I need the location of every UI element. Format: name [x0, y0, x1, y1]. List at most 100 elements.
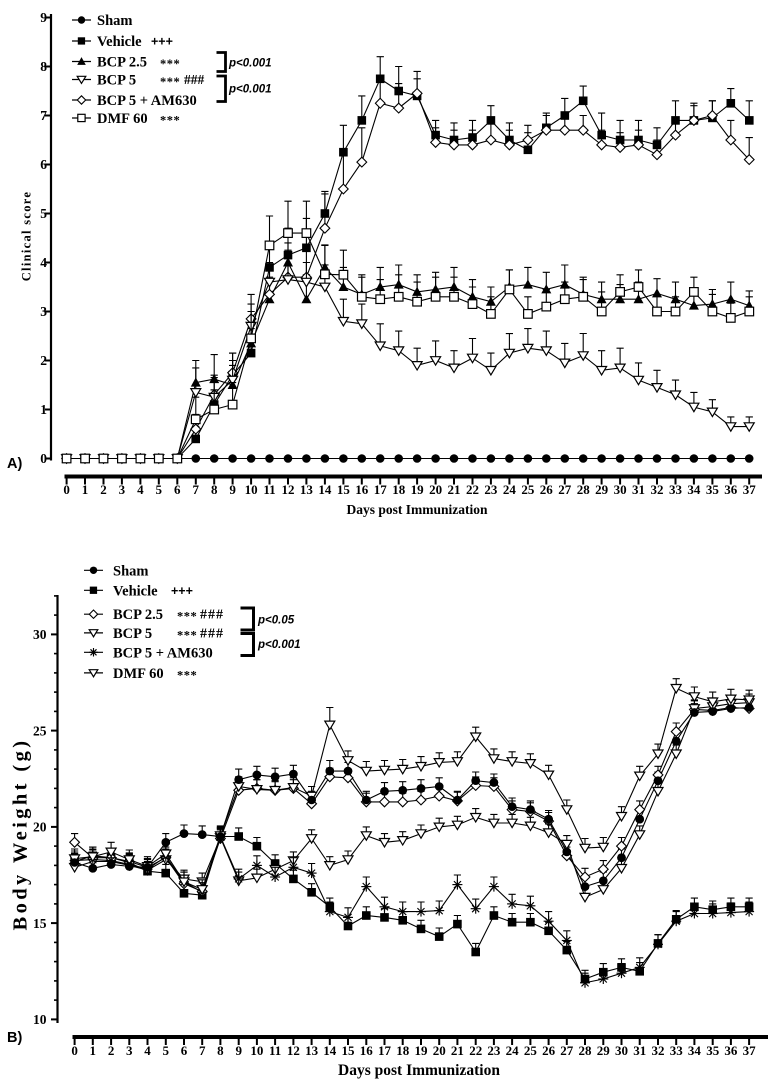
- svg-text:34: 34: [688, 1043, 702, 1058]
- svg-text:DMF 60: DMF 60: [113, 666, 164, 682]
- svg-text:+++: +++: [171, 584, 193, 598]
- svg-text:7: 7: [40, 108, 47, 123]
- svg-text:2: 2: [100, 482, 107, 497]
- svg-text:8: 8: [217, 1043, 224, 1058]
- svg-text:p<0.001: p<0.001: [228, 58, 272, 70]
- svg-text:5: 5: [163, 1043, 170, 1058]
- svg-text:***: ***: [160, 75, 180, 89]
- svg-text:5: 5: [40, 206, 47, 221]
- svg-text:7: 7: [193, 482, 200, 497]
- svg-text:2: 2: [40, 353, 47, 368]
- svg-text:Vehicle: Vehicle: [97, 34, 142, 50]
- svg-text:0: 0: [63, 482, 70, 497]
- svg-text:BCP 5: BCP 5: [113, 626, 152, 642]
- svg-text:Sham: Sham: [97, 13, 132, 29]
- svg-text:3: 3: [40, 304, 47, 319]
- svg-text:19: 19: [411, 482, 425, 497]
- svg-text:3: 3: [126, 1043, 133, 1058]
- svg-text:BCP 5 + AM630: BCP 5 + AM630: [97, 93, 197, 109]
- svg-text:26: 26: [542, 1043, 556, 1058]
- svg-text:30: 30: [615, 1043, 628, 1058]
- svg-text:15: 15: [33, 916, 47, 931]
- svg-text:###: ###: [200, 626, 224, 641]
- svg-text:17: 17: [374, 482, 388, 497]
- svg-text:21: 21: [451, 1043, 464, 1058]
- svg-text:1: 1: [82, 482, 89, 497]
- svg-text:BCP 5: BCP 5: [97, 73, 136, 89]
- svg-text:6: 6: [40, 157, 47, 172]
- svg-text:13: 13: [305, 1043, 319, 1058]
- svg-text:31: 31: [632, 482, 645, 497]
- svg-text:20: 20: [429, 482, 442, 497]
- svg-text:5: 5: [156, 482, 163, 497]
- svg-text:A): A): [7, 456, 22, 472]
- svg-text:***: ***: [160, 114, 180, 128]
- svg-text:20: 20: [433, 1043, 446, 1058]
- svg-text:14: 14: [318, 482, 332, 497]
- svg-text:15: 15: [342, 1043, 356, 1058]
- svg-text:18: 18: [396, 1043, 410, 1058]
- svg-text:22: 22: [466, 482, 479, 497]
- svg-text:30: 30: [614, 482, 627, 497]
- svg-text:p<0.001: p<0.001: [228, 84, 272, 96]
- svg-text:25: 25: [521, 482, 535, 497]
- svg-text:34: 34: [687, 482, 701, 497]
- svg-text:20: 20: [33, 820, 47, 835]
- svg-text:26: 26: [540, 482, 554, 497]
- svg-text:8: 8: [40, 59, 47, 74]
- svg-text:22: 22: [469, 1043, 482, 1058]
- svg-text:7: 7: [199, 1043, 206, 1058]
- svg-text:12: 12: [282, 482, 295, 497]
- svg-text:***: ***: [177, 668, 197, 682]
- svg-text:***: ***: [177, 610, 197, 624]
- svg-text:p<0.001: p<0.001: [257, 639, 301, 651]
- svg-text:24: 24: [506, 1043, 520, 1058]
- svg-text:1: 1: [90, 1043, 97, 1058]
- svg-text:15: 15: [337, 482, 351, 497]
- svg-text:BCP 5 + AM630: BCP 5 + AM630: [113, 645, 213, 661]
- svg-text:Sham: Sham: [113, 563, 148, 579]
- svg-text:Days post Immunization: Days post Immunization: [338, 1062, 500, 1079]
- svg-text:0: 0: [40, 451, 47, 466]
- svg-text:33: 33: [670, 1043, 684, 1058]
- svg-text:4: 4: [144, 1043, 151, 1058]
- svg-text:10: 10: [33, 1012, 47, 1027]
- svg-text:16: 16: [355, 482, 369, 497]
- svg-text:25: 25: [524, 1043, 538, 1058]
- svg-text:9: 9: [235, 1043, 242, 1058]
- svg-text:***: ***: [160, 57, 180, 71]
- svg-text:17: 17: [378, 1043, 392, 1058]
- svg-text:35: 35: [706, 482, 720, 497]
- svg-text:0: 0: [71, 1043, 78, 1058]
- svg-text:32: 32: [651, 482, 664, 497]
- svg-text:18: 18: [392, 482, 406, 497]
- svg-text:1: 1: [40, 402, 47, 417]
- svg-text:3: 3: [119, 482, 126, 497]
- svg-text:16: 16: [360, 1043, 374, 1058]
- svg-text:4: 4: [137, 482, 144, 497]
- svg-text:25: 25: [33, 723, 47, 738]
- svg-text:37: 37: [743, 1043, 757, 1058]
- svg-text:23: 23: [487, 1043, 501, 1058]
- svg-text:+++: +++: [151, 35, 173, 49]
- svg-text:8: 8: [211, 482, 218, 497]
- svg-text:6: 6: [181, 1043, 188, 1058]
- svg-text:27: 27: [558, 482, 572, 497]
- svg-text:Body Weight (g): Body Weight (g): [10, 738, 32, 931]
- svg-text:Clinical score: Clinical score: [20, 191, 34, 282]
- svg-text:4: 4: [40, 255, 47, 270]
- svg-text:30: 30: [33, 627, 47, 642]
- svg-text:13: 13: [300, 482, 314, 497]
- svg-text:p<0.05: p<0.05: [257, 615, 295, 627]
- svg-text:32: 32: [652, 1043, 665, 1058]
- svg-text:14: 14: [323, 1043, 337, 1058]
- svg-text:###: ###: [200, 608, 224, 623]
- svg-text:###: ###: [184, 72, 205, 87]
- svg-text:BCP 2.5: BCP 2.5: [113, 607, 163, 623]
- svg-text:35: 35: [706, 1043, 720, 1058]
- svg-text:6: 6: [174, 482, 181, 497]
- svg-text:37: 37: [743, 482, 757, 497]
- svg-text:21: 21: [448, 482, 461, 497]
- svg-text:36: 36: [724, 1043, 738, 1058]
- svg-text:23: 23: [484, 482, 498, 497]
